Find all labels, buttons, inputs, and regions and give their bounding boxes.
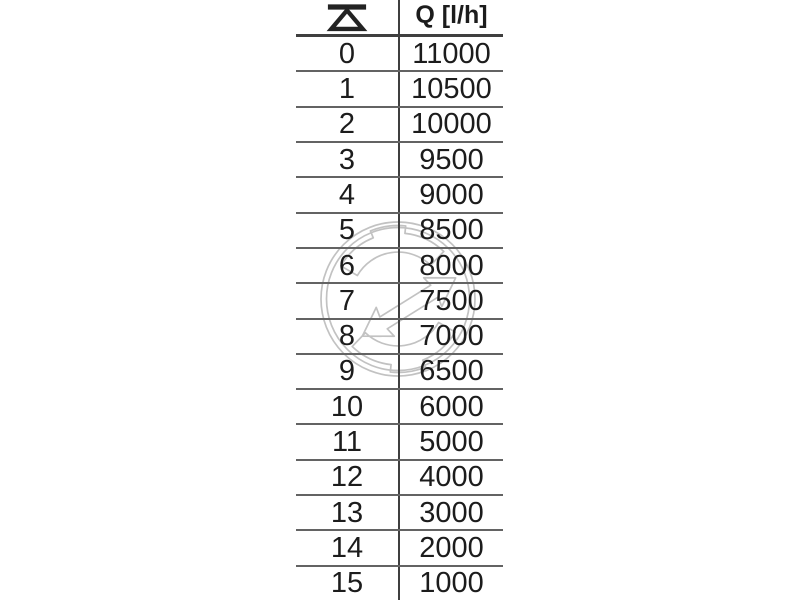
presetting-cell: 6 (296, 248, 400, 283)
presetting-cell: 13 (296, 496, 400, 530)
watermark-double-arrow (361, 276, 457, 338)
flow-cell: 10000 (411, 108, 492, 141)
flow-cell: 8000 (419, 249, 484, 282)
table-row: 6 8000 (296, 248, 503, 285)
flow-cell: 11000 (412, 37, 491, 70)
presetting-cell: 7 (296, 284, 400, 318)
flow-cell: 5000 (419, 426, 484, 459)
table-row: 0 11000 (296, 37, 503, 73)
flow-cell: 6500 (419, 355, 484, 388)
flow-cell: 2000 (419, 532, 484, 565)
flow-cell: 8500 (419, 214, 484, 247)
table-row: 7 7500 (296, 284, 503, 320)
presetting-cell: 9 (296, 354, 400, 389)
presetting-cell: 14 (296, 531, 400, 565)
flow-cell: 3000 (419, 496, 484, 529)
flow-cell: 4000 (419, 461, 484, 494)
presetting-column-header (296, 0, 400, 34)
table-row: 9 6500 (296, 354, 503, 391)
presetting-cell: 0 (296, 37, 400, 71)
flow-cell: 7000 (419, 320, 484, 353)
presetting-cell: 10 (296, 390, 400, 424)
table-row: 12 4000 (296, 460, 503, 497)
table-row: 4 9000 (296, 178, 503, 214)
presetting-cell: 11 (296, 425, 400, 459)
presetting-cell: 4 (296, 178, 400, 212)
table-header-row: Q [l/h] (296, 0, 503, 37)
table-row: 1 10500 (296, 72, 503, 108)
flow-cell: 9500 (419, 143, 484, 176)
presetting-cell: 12 (296, 460, 400, 495)
flow-cell: 6000 (419, 390, 484, 423)
table-row: 13 3000 (296, 496, 503, 532)
flow-cell: 10500 (411, 72, 492, 105)
flow-cell: 7500 (419, 284, 484, 317)
table-row: 3 9500 (296, 142, 503, 179)
table-row: 14 2000 (296, 531, 503, 567)
presetting-cell: 15 (296, 566, 400, 600)
table-row: 5 8500 (296, 213, 503, 249)
presetting-cell: 3 (296, 142, 400, 177)
watermark-top-band (339, 224, 445, 277)
presetting-cell: 5 (296, 213, 400, 247)
flow-cell: 9000 (419, 178, 484, 211)
presetting-cell: 2 (296, 107, 400, 141)
table-row: 11 5000 (296, 425, 503, 461)
flow-column-header: Q [l/h] (415, 0, 488, 29)
table-row: 10 6000 (296, 390, 503, 426)
table-row: 15 1000 (296, 566, 503, 600)
table-row: 8 7000 (296, 319, 503, 355)
flow-cell: 1000 (419, 567, 484, 600)
valve-presetting-icon (326, 3, 368, 31)
presetting-cell: 8 (296, 319, 400, 353)
table-row: 2 10000 (296, 107, 503, 143)
presetting-flow-table: Q [l/h] 0 11000 1 10500 2 10000 3 9500 4 9000 5 850… (296, 0, 503, 600)
presetting-cell: 1 (296, 72, 400, 106)
